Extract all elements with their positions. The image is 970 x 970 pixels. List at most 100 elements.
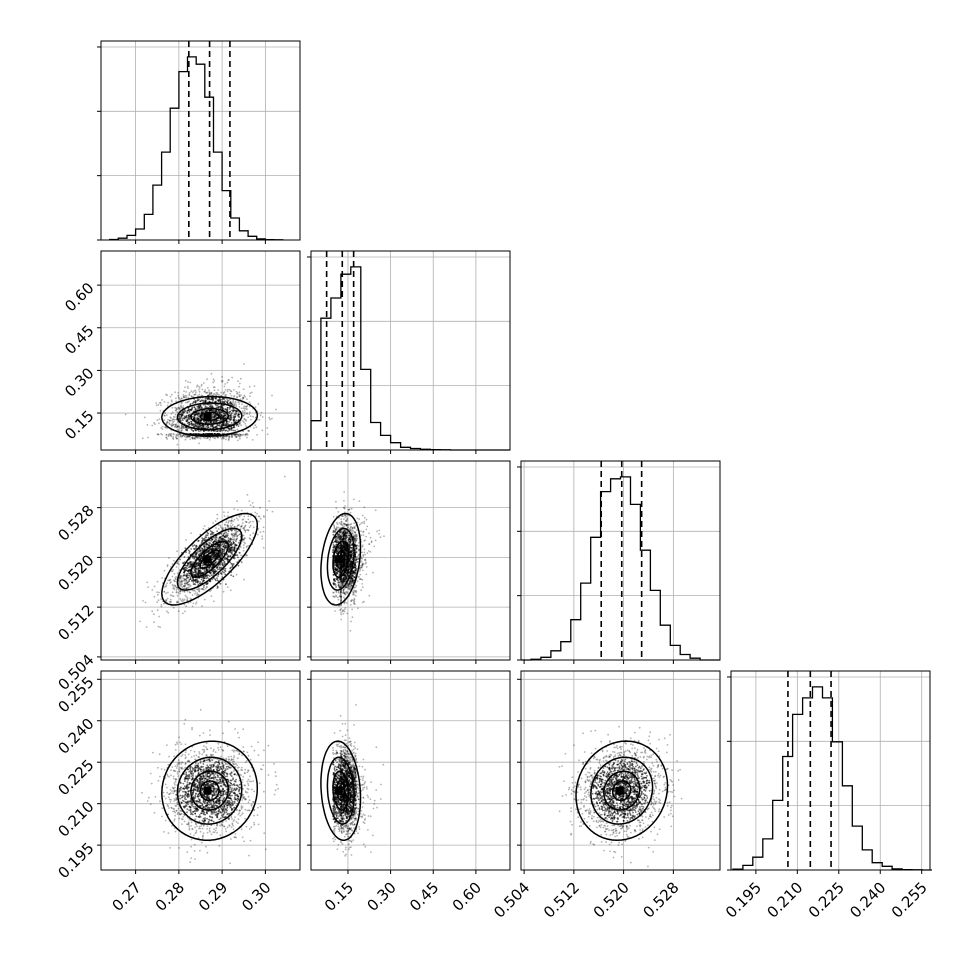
sample-point (234, 550, 236, 552)
sample-point (180, 413, 183, 415)
sample-point (246, 398, 248, 400)
sample-point (351, 616, 354, 619)
sample-point (171, 419, 173, 422)
sample-point (181, 598, 184, 600)
sample-point (233, 415, 235, 417)
sample-point (232, 575, 235, 578)
sample-point (190, 420, 193, 423)
sample-point (361, 563, 364, 566)
sample-point (241, 519, 244, 521)
sample-point (249, 395, 251, 397)
sample-point (262, 526, 265, 529)
sample-point (195, 436, 197, 439)
sample-point (242, 538, 244, 540)
sample-point (339, 609, 342, 611)
sample-point (210, 406, 213, 409)
sample-point (176, 586, 179, 589)
sample-point (251, 502, 254, 504)
sample-point (238, 401, 241, 403)
sample-point (198, 437, 200, 439)
sample-point (172, 415, 175, 418)
sample-point (223, 561, 226, 564)
sample-point (209, 436, 212, 439)
sample-point (252, 532, 255, 535)
sample-point (360, 560, 363, 563)
sample-point (228, 408, 231, 410)
sample-point (216, 568, 219, 571)
sample-point (191, 589, 194, 592)
sample-point (228, 429, 231, 431)
sample-point (227, 511, 229, 514)
sample-point (176, 586, 179, 589)
sample-point (232, 407, 235, 410)
sample-point (210, 372, 213, 375)
sample-point (198, 433, 200, 436)
sample-point (224, 424, 227, 427)
sample-point (224, 416, 227, 419)
sample-point (349, 585, 352, 588)
sample-point (227, 533, 230, 535)
sample-point (189, 438, 192, 441)
sample-point (364, 559, 367, 562)
sample-point (268, 500, 271, 502)
sample-point (176, 425, 179, 428)
panel-content (139, 475, 286, 629)
sample-point (336, 526, 338, 529)
sample-point (224, 567, 227, 570)
sample-point (335, 521, 338, 524)
sample-point (238, 395, 241, 398)
sample-point (226, 558, 228, 560)
sample-point (236, 537, 239, 540)
sample-point (379, 536, 382, 539)
sample-point (175, 589, 178, 591)
sample-point (353, 598, 356, 601)
sample-point (161, 433, 164, 436)
sample-point (142, 600, 144, 602)
sample-point (351, 584, 353, 586)
sample-point (200, 383, 203, 386)
sample-point (221, 380, 224, 382)
sample-point (201, 564, 204, 567)
sample-point (335, 543, 338, 546)
sample-point (339, 522, 342, 525)
sample-point (236, 526, 238, 528)
sample-point (232, 389, 235, 391)
sample-point (212, 548, 214, 550)
sample-point (178, 406, 181, 409)
sample-point (215, 539, 218, 541)
sample-point (183, 585, 185, 588)
sample-point (345, 515, 348, 518)
sample-point (191, 436, 193, 439)
sample-point (236, 393, 239, 395)
sample-point (161, 577, 164, 579)
sample-point (172, 421, 174, 423)
sample-point (339, 584, 342, 587)
sample-point (365, 535, 367, 538)
sample-point (192, 581, 195, 583)
sample-point (185, 586, 188, 589)
sample-point (183, 587, 186, 590)
sample-point (145, 626, 148, 628)
sample-point (201, 406, 203, 409)
sample-point (222, 437, 225, 440)
sample-point (361, 551, 363, 554)
sample-point (230, 520, 233, 522)
sample-point (343, 596, 345, 599)
sample-point (147, 586, 150, 588)
sample-point (236, 433, 239, 436)
sample-point (220, 425, 223, 428)
sample-point (231, 434, 233, 436)
sample-point (181, 435, 184, 438)
sample-point (188, 569, 191, 572)
sample-point (208, 394, 211, 396)
sample-point (185, 395, 188, 397)
sample-point (217, 436, 219, 439)
sample-point (227, 555, 230, 558)
sample-point (171, 400, 173, 403)
sample-point (244, 520, 247, 523)
sample-point (230, 526, 233, 529)
sample-point (239, 533, 241, 536)
sample-point (238, 436, 241, 438)
sample-point (176, 600, 179, 603)
sample-point (193, 589, 196, 592)
